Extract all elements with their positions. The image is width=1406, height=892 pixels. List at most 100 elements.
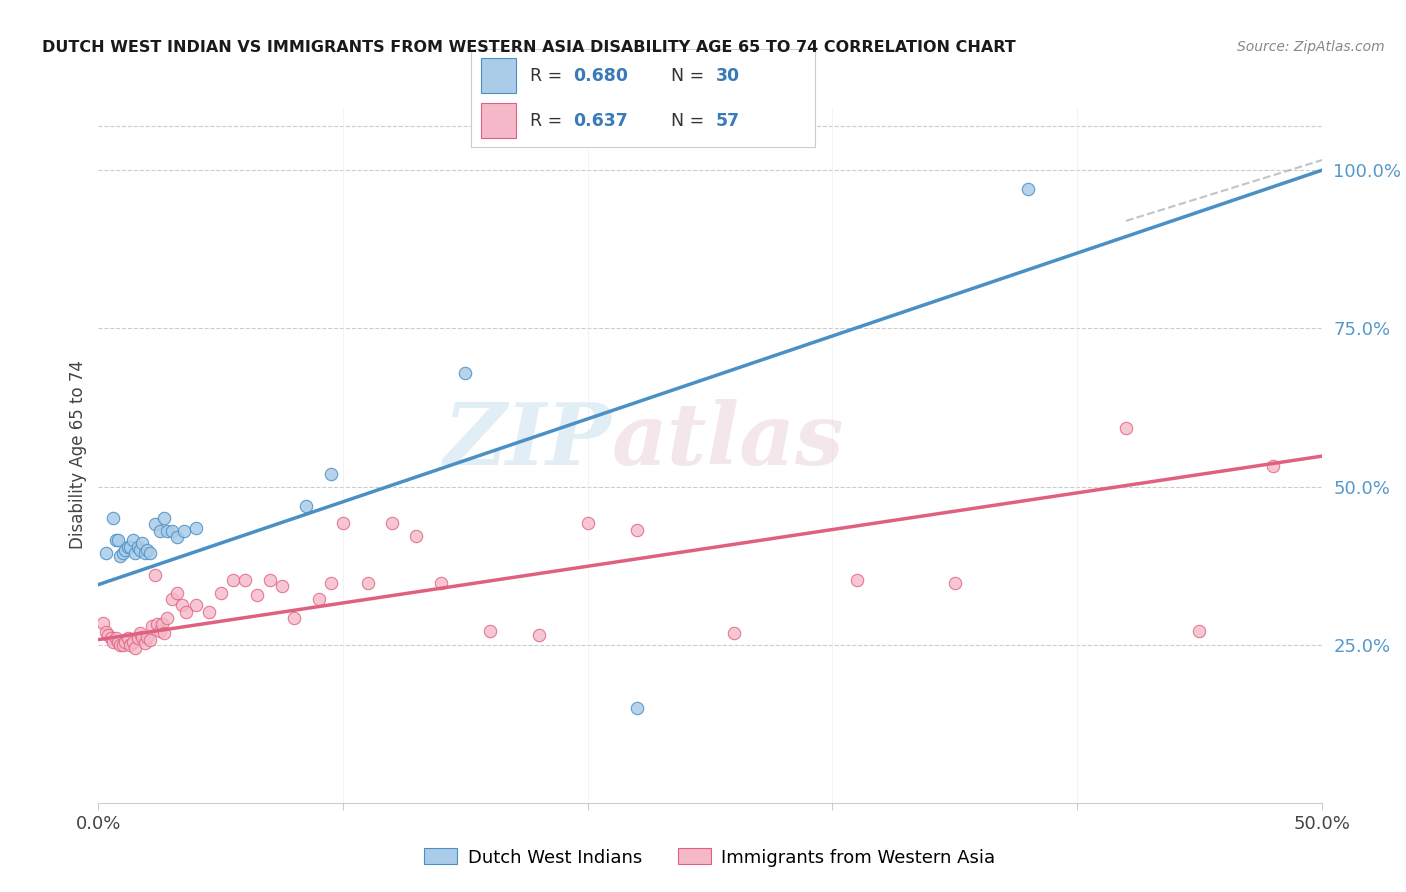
Text: N =: N =	[671, 112, 710, 129]
Text: atlas: atlas	[612, 400, 845, 483]
Point	[101, 634, 124, 648]
Point	[97, 628, 120, 642]
Point	[104, 632, 127, 646]
Point	[723, 626, 745, 640]
Point	[94, 546, 117, 560]
Point	[124, 546, 146, 560]
Legend: Dutch West Indians, Immigrants from Western Asia: Dutch West Indians, Immigrants from West…	[418, 841, 1002, 874]
Bar	[481, 58, 516, 94]
Text: R =: R =	[530, 67, 567, 85]
Point	[160, 592, 183, 607]
Point	[845, 573, 868, 587]
Point	[1261, 459, 1284, 474]
Point	[121, 533, 143, 548]
Text: 0.680: 0.680	[572, 67, 627, 85]
Point	[134, 546, 156, 560]
Point	[576, 516, 599, 531]
Point	[124, 640, 146, 655]
Text: 57: 57	[716, 112, 740, 129]
Point	[166, 586, 188, 600]
Point	[136, 630, 159, 644]
Text: Source: ZipAtlas.com: Source: ZipAtlas.com	[1237, 40, 1385, 54]
Text: ZIP: ZIP	[444, 400, 612, 483]
Point	[186, 599, 208, 613]
Point	[121, 634, 143, 648]
Point	[110, 549, 132, 563]
Point	[160, 524, 183, 538]
Point	[134, 636, 156, 650]
Point	[295, 499, 318, 513]
Point	[527, 628, 550, 642]
Point	[120, 638, 142, 652]
Point	[1188, 624, 1211, 638]
Point	[139, 632, 162, 647]
Point	[146, 617, 169, 632]
Point	[319, 467, 342, 481]
Point	[943, 575, 966, 590]
Point	[94, 625, 117, 640]
Point	[104, 533, 127, 548]
Point	[101, 511, 124, 525]
Point	[117, 540, 139, 554]
Point	[259, 573, 281, 587]
Point	[150, 617, 173, 632]
Point	[149, 524, 172, 538]
Point	[110, 638, 132, 652]
Point	[117, 632, 139, 646]
Point	[173, 524, 195, 538]
Point	[222, 573, 245, 587]
Point	[114, 634, 136, 648]
Text: 0.637: 0.637	[572, 112, 627, 129]
Point	[170, 599, 193, 613]
Point	[131, 630, 153, 644]
Point	[405, 529, 427, 543]
Point	[153, 511, 176, 525]
Point	[136, 542, 159, 557]
Point	[626, 523, 648, 537]
Point	[129, 542, 152, 557]
Point	[209, 586, 232, 600]
Point	[1017, 182, 1039, 196]
Point	[131, 536, 153, 550]
Point	[186, 521, 208, 535]
Text: DUTCH WEST INDIAN VS IMMIGRANTS FROM WESTERN ASIA DISABILITY AGE 65 TO 74 CORREL: DUTCH WEST INDIAN VS IMMIGRANTS FROM WES…	[42, 40, 1017, 55]
Point	[143, 517, 166, 532]
Point	[156, 611, 179, 625]
Point	[166, 530, 188, 544]
Point	[430, 575, 453, 590]
Point	[319, 575, 342, 590]
Point	[356, 575, 378, 590]
Point	[156, 524, 179, 538]
Point	[127, 540, 149, 554]
Point	[143, 568, 166, 582]
Text: 30: 30	[716, 67, 740, 85]
Point	[100, 632, 122, 646]
Bar	[481, 103, 516, 138]
Point	[454, 366, 477, 380]
Point	[308, 592, 330, 607]
Point	[626, 701, 648, 715]
Point	[149, 624, 172, 638]
Point	[114, 542, 136, 557]
Point	[129, 626, 152, 640]
Point	[141, 618, 163, 632]
Point	[283, 611, 305, 625]
Point	[270, 579, 294, 593]
Point	[176, 605, 198, 619]
Y-axis label: Disability Age 65 to 74: Disability Age 65 to 74	[69, 360, 87, 549]
Point	[107, 533, 129, 548]
Point	[233, 573, 256, 587]
Point	[381, 516, 404, 531]
Point	[478, 624, 501, 638]
Text: R =: R =	[530, 112, 567, 129]
Point	[1115, 421, 1137, 435]
Text: N =: N =	[671, 67, 710, 85]
Point	[246, 588, 269, 602]
Point	[120, 540, 142, 554]
Point	[111, 546, 134, 560]
Point	[111, 638, 134, 652]
Point	[91, 615, 114, 630]
Point	[332, 516, 354, 531]
Point	[127, 632, 149, 646]
Point	[153, 626, 176, 640]
